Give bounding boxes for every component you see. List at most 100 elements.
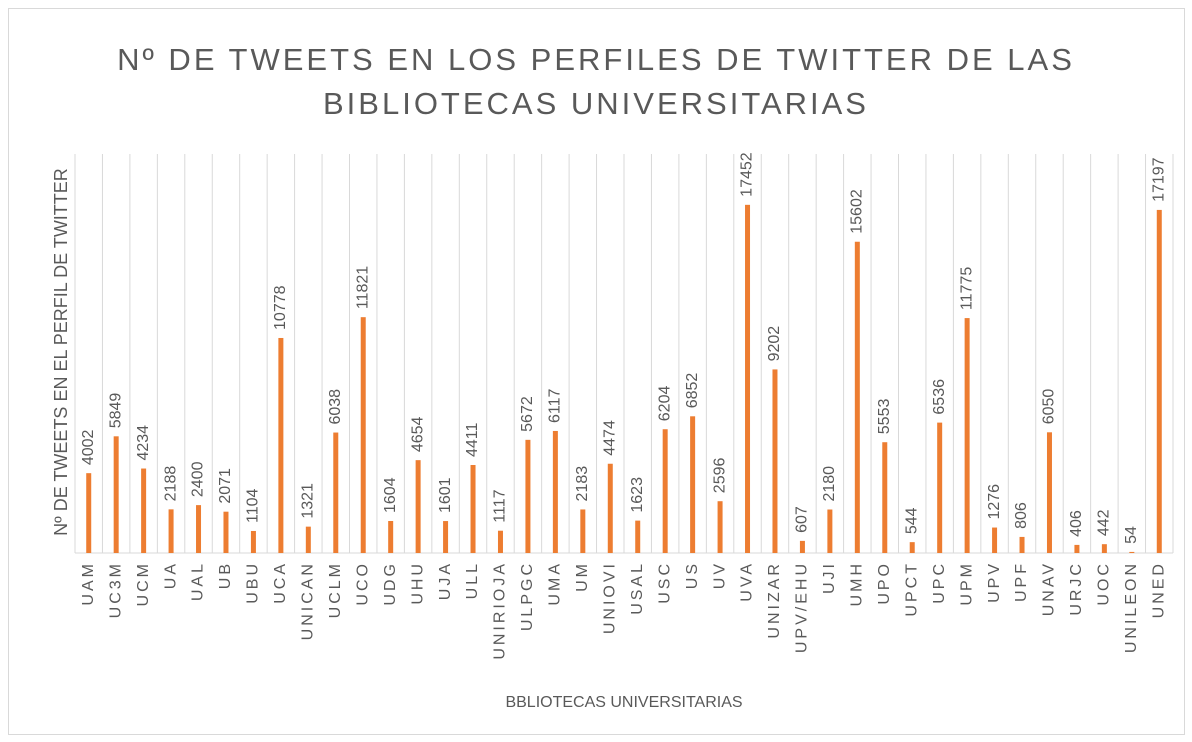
data-label: 1321	[300, 483, 317, 519]
x-tick-label: UPV/EHU	[794, 561, 811, 653]
x-axis-label: BBLIOTECAS UNIVERSITARIAS	[505, 694, 742, 711]
x-tick-label: UPV	[986, 561, 1003, 603]
bar	[360, 317, 366, 553]
data-label: 406	[1068, 510, 1085, 537]
x-tick-label: UPCT	[903, 561, 920, 617]
bar	[86, 473, 92, 553]
x-tick-label: UHU	[409, 561, 426, 605]
bar	[223, 511, 229, 553]
x-tick-label: UNICAN	[300, 561, 317, 640]
data-label: 17452	[739, 152, 756, 197]
bar	[607, 463, 613, 553]
x-tick-label: UM	[574, 561, 591, 592]
x-tick-label: UNIZAR	[766, 561, 783, 639]
data-label: 607	[794, 506, 811, 533]
bar	[497, 530, 503, 553]
chart-border	[8, 8, 1185, 735]
bar	[1019, 536, 1025, 553]
data-label: 1104	[245, 488, 262, 523]
data-label: 6536	[931, 379, 948, 415]
x-tick-label: UMH	[849, 561, 866, 606]
data-label: 4654	[409, 416, 426, 452]
data-label: 1604	[382, 477, 399, 513]
data-label: 6204	[656, 386, 673, 422]
bar	[305, 526, 311, 553]
x-tick-label: UVA	[739, 561, 756, 602]
data-label: 1601	[437, 477, 454, 513]
x-tick-label: UPM	[958, 561, 975, 606]
data-label: 2188	[162, 466, 179, 502]
data-label: 2180	[821, 466, 838, 502]
bar	[1129, 551, 1135, 553]
x-tick-label: UAL	[190, 561, 207, 601]
bar	[333, 432, 339, 553]
x-tick-label: UCLM	[327, 561, 344, 618]
data-label: 15602	[849, 189, 866, 234]
data-label: 4474	[601, 420, 618, 456]
bar	[635, 520, 641, 553]
bar	[196, 505, 202, 553]
data-label: 6117	[547, 388, 564, 423]
data-label: 4411	[464, 422, 481, 457]
bar	[964, 318, 970, 553]
data-label: 2183	[574, 466, 591, 502]
bar	[662, 429, 668, 553]
x-tick-label: UPO	[876, 561, 893, 605]
bar	[580, 509, 586, 553]
data-label: 9202	[766, 326, 783, 362]
x-tick-label: UC3M	[107, 561, 124, 618]
data-label: 6852	[684, 373, 701, 409]
bar	[388, 521, 394, 553]
data-label: 4002	[80, 429, 97, 465]
bar	[415, 460, 421, 553]
x-tick-label: UNIOVI	[601, 561, 618, 634]
x-tick-label: UDG	[382, 561, 399, 606]
chart-title: Nº DE TWEETS EN LOS PERFILES DE TWITTER …	[117, 42, 1075, 121]
bar	[443, 521, 449, 553]
data-label: 806	[1013, 502, 1030, 529]
data-label: 2400	[190, 461, 207, 497]
data-label: 5849	[107, 393, 124, 429]
bar	[690, 416, 696, 553]
data-label: 11775	[958, 267, 975, 310]
x-tick-label: UV	[711, 561, 728, 589]
x-tick-label: UOC	[1096, 561, 1113, 606]
x-tick-label: UB	[217, 561, 234, 589]
bar	[854, 241, 860, 553]
data-label: 5672	[519, 396, 536, 432]
bar	[525, 439, 531, 553]
bar	[772, 369, 778, 553]
x-tick-label: URJC	[1068, 561, 1085, 616]
x-tick-label: USAL	[629, 561, 646, 615]
bar	[278, 337, 284, 553]
bar	[717, 501, 723, 553]
x-tick-label: UPC	[931, 561, 948, 604]
bar	[1046, 432, 1052, 553]
data-label: 442	[1096, 509, 1113, 536]
x-tick-label: UA	[162, 561, 179, 589]
x-tick-label: UCM	[135, 561, 152, 606]
data-label: 2071	[217, 468, 234, 504]
x-tick-label: UBU	[245, 561, 262, 604]
data-label: 54	[1123, 526, 1140, 544]
data-label: 5553	[876, 399, 893, 435]
x-tick-label: UNILEON	[1123, 561, 1140, 653]
x-tick-label: UCO	[354, 561, 371, 606]
bar	[141, 468, 147, 553]
bar	[799, 540, 805, 553]
data-label: 4234	[135, 425, 152, 461]
bar	[909, 542, 915, 553]
bar	[552, 430, 558, 553]
x-tick-label: ULPGC	[519, 561, 536, 631]
data-label: 17197	[1150, 157, 1167, 202]
bar	[745, 204, 751, 554]
data-label: 1623	[629, 477, 646, 513]
x-tick-label: USC	[656, 561, 673, 604]
bar	[992, 527, 998, 553]
data-label: 10778	[272, 285, 289, 330]
x-tick-label: UPF	[1013, 561, 1030, 602]
x-tick-label: UNIRIOJA	[492, 561, 509, 660]
bar	[168, 509, 174, 553]
